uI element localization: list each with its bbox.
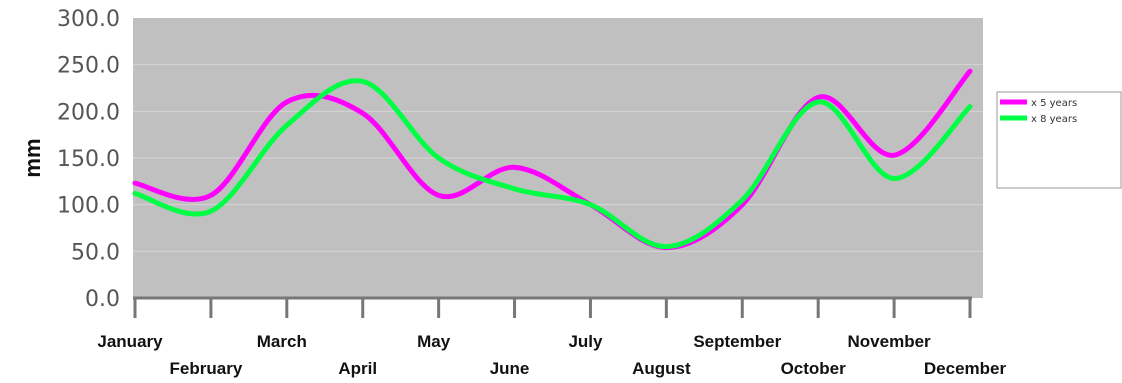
y-tick-label: 200.0: [57, 100, 120, 125]
legend-label: x 8 years: [1031, 114, 1077, 125]
x-tick-label: August: [632, 359, 691, 378]
x-tick-label: December: [924, 359, 1007, 378]
y-tick-label: 50.0: [71, 240, 120, 265]
x-tick-label: June: [490, 359, 530, 378]
series-lines: [132, 68, 973, 251]
y-tick-label: 300.0: [57, 7, 120, 32]
y-tick-label: 0.0: [85, 287, 120, 312]
legend-label: x 5 years: [1031, 98, 1077, 109]
x-axis-tick-labels: January February March April May June July Augu…: [97, 332, 1006, 378]
x-tick-label: July: [568, 332, 603, 351]
x-tick-label: May: [417, 332, 451, 351]
legend-box: [996, 91, 1122, 189]
series-line-1: [132, 68, 973, 251]
y-tick-label: 100.0: [57, 194, 120, 219]
x-tick-label: September: [693, 332, 781, 351]
series-line-2: [132, 78, 973, 250]
x-tick-label: November: [848, 332, 932, 351]
y-axis-ticks: 0.0 50.0 100.0 150.0 200.0 250.0 300.0: [57, 7, 120, 312]
x-axis: [133, 296, 972, 318]
x-tick-label: October: [781, 359, 847, 378]
x-tick-label: April: [338, 359, 377, 378]
x-tick-label: February: [170, 359, 243, 378]
y-tick-label: 150.0: [57, 147, 120, 172]
y-tick-label: 250.0: [57, 54, 120, 79]
y-axis-label: mm: [20, 138, 45, 177]
x-tick-label: January: [97, 332, 163, 351]
x-tick-label: March: [257, 332, 307, 351]
legend: x 5 years x 8 years: [996, 91, 1122, 189]
